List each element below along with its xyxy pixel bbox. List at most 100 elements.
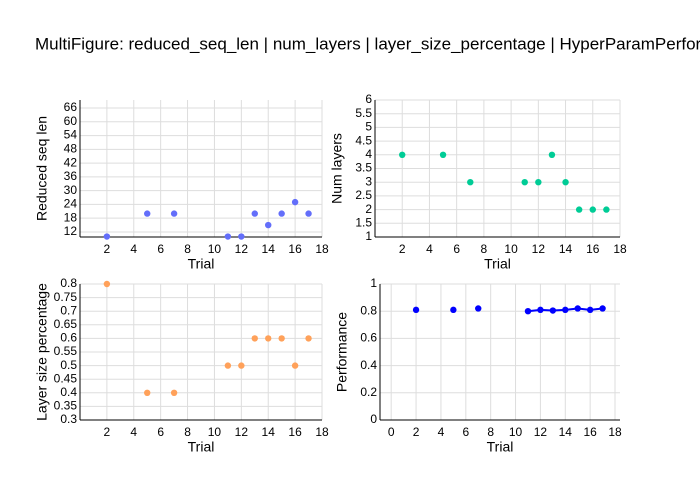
x-tick-label: 12: [235, 425, 249, 439]
y-axis-title: Performance: [334, 312, 350, 392]
y-tick-label: 1.5: [355, 215, 372, 229]
y-axis-title: Layer size percentage: [34, 283, 50, 421]
y-tick-label: 2.5: [355, 188, 372, 202]
data-point: [265, 335, 272, 342]
data-point: [291, 198, 299, 206]
x-axis-title: Trial: [484, 256, 511, 272]
figure-title: MultiFigure: reduced_seq_len | num_layer…: [35, 34, 700, 53]
x-tick-label: 16: [288, 425, 302, 439]
x-tick-label: 2: [104, 425, 111, 439]
x-tick-label: 8: [184, 242, 191, 256]
data-point: [412, 306, 420, 314]
data-point: [238, 233, 245, 240]
x-tick-label: 12: [532, 242, 546, 256]
y-tick-label: 0.6: [60, 331, 77, 345]
data-point: [548, 151, 556, 158]
x-tick-label: 4: [130, 425, 137, 439]
data-point: [251, 210, 258, 217]
x-tick-label: 6: [157, 425, 164, 439]
y-tick-label: 1: [365, 229, 372, 243]
x-tick-label: 18: [613, 242, 627, 256]
y-tick-label: 0.45: [54, 371, 78, 385]
x-tick-label: 16: [586, 242, 600, 256]
data-point: [144, 389, 151, 396]
x-tick-label: 6: [453, 242, 460, 256]
data-point: [586, 306, 594, 314]
y-tick-label: 0.75: [54, 290, 78, 304]
x-tick-label: 14: [262, 425, 276, 439]
x-tick-label: 10: [504, 242, 518, 256]
y-tick-label: 0.35: [54, 399, 78, 413]
x-tick-label: 4: [426, 242, 433, 256]
data-point: [524, 308, 532, 315]
x-tick-label: 2: [104, 242, 111, 256]
x-tick-label: 14: [559, 425, 573, 439]
x-tick-label: 12: [534, 425, 548, 439]
data-point: [475, 305, 482, 312]
y-tick-label: 66: [64, 100, 78, 114]
x-tick-label: 16: [583, 425, 597, 439]
x-tick-label: 18: [608, 425, 622, 439]
x-axis-title: Trial: [487, 439, 514, 455]
y-tick-label: 36: [64, 169, 78, 183]
y-tick-label: 60: [64, 114, 78, 128]
data-point: [467, 179, 474, 186]
data-point: [305, 335, 312, 342]
data-point: [450, 306, 457, 314]
x-tick-label: 8: [184, 425, 191, 439]
y-tick-label: 48: [64, 142, 78, 156]
data-point: [103, 280, 111, 288]
data-point: [305, 210, 312, 217]
x-tick-label: 16: [288, 242, 302, 256]
x-tick-label: 10: [208, 425, 222, 439]
y-tick-label: 12: [64, 224, 78, 238]
data-point: [144, 210, 151, 217]
data-point: [535, 179, 542, 186]
data-point: [399, 151, 406, 158]
y-tick-label: 5: [365, 120, 372, 134]
x-tick-label: 10: [208, 242, 222, 256]
data-point: [599, 305, 606, 312]
data-point: [238, 362, 245, 369]
x-tick-label: 6: [462, 425, 469, 439]
x-tick-label: 8: [487, 425, 494, 439]
data-point: [278, 335, 285, 342]
data-point: [439, 151, 447, 158]
data-point: [549, 307, 557, 314]
y-tick-label: 0: [370, 412, 377, 426]
y-tick-label: 18: [64, 210, 78, 224]
data-point: [170, 389, 178, 396]
y-tick-label: 0.8: [60, 276, 77, 290]
data-point: [103, 233, 111, 240]
data-point: [574, 305, 581, 312]
x-tick-label: 8: [481, 242, 488, 256]
y-tick-label: 0.4: [60, 385, 77, 399]
y-tick-label: 1: [370, 276, 377, 290]
x-tick-label: 12: [235, 242, 249, 256]
y-tick-label: 4.5: [355, 133, 372, 147]
y-tick-label: 0.6: [360, 331, 377, 345]
y-tick-label: 30: [64, 183, 78, 197]
x-tick-label: 18: [315, 425, 329, 439]
data-point: [251, 335, 258, 342]
data-point: [562, 179, 569, 186]
data-point: [521, 179, 528, 186]
y-tick-label: 0.8: [360, 303, 377, 317]
data-point: [562, 306, 569, 314]
y-tick-label: 24: [64, 197, 78, 211]
x-tick-label: 18: [315, 242, 329, 256]
y-tick-label: 0.4: [360, 358, 377, 372]
x-tick-label: 14: [262, 242, 276, 256]
x-tick-label: 0: [388, 425, 395, 439]
y-tick-label: 4: [365, 147, 372, 161]
x-tick-label: 4: [438, 425, 445, 439]
x-tick-label: 2: [413, 425, 420, 439]
data-point: [603, 206, 610, 213]
y-tick-label: 2: [365, 202, 372, 216]
y-tick-label: 0.3: [60, 412, 77, 426]
data-point: [224, 362, 232, 369]
x-tick-label: 4: [130, 242, 137, 256]
x-axis-title: Trial: [188, 256, 215, 272]
data-point: [278, 210, 285, 217]
